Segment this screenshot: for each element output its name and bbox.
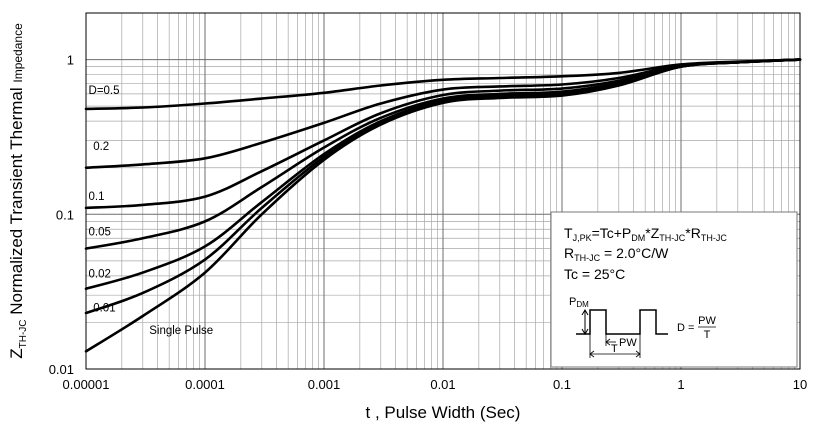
series-labels: D=0.5 0.2 0.1 0.05 0.02 0.01 Single Pulse xyxy=(89,85,214,337)
duty-formula-numerator: PW xyxy=(698,315,716,327)
series-label-0-1: 0.1 xyxy=(89,191,105,203)
series-label-0-02: 0.02 xyxy=(89,269,111,281)
y-tick-label: 0.1 xyxy=(56,207,74,222)
x-tick-label: 1 xyxy=(677,377,684,392)
annotation-line-1: TJ,PK=Tc+PDM*ZTH-JC*RTH-JC xyxy=(564,225,727,243)
y-tick-label: 1 xyxy=(67,53,74,68)
y-tick-labels: 0.01 0.1 1 xyxy=(49,53,74,377)
series-layer xyxy=(84,58,802,353)
x-axis-label: t , Pulse Width (Sec) xyxy=(366,403,521,422)
x-tick-label: 0.0001 xyxy=(185,377,225,392)
series-line-single-pulse xyxy=(84,58,802,353)
annotation-box: TJ,PK=Tc+PDM*ZTH-JC*RTH-JC RTH-JC = 2.0°… xyxy=(550,211,798,368)
y-axis-label: ZTH-JC Normalized Transient Thermal Impe… xyxy=(7,23,29,359)
pulse-pw-label: PW xyxy=(619,337,637,349)
duty-formula-lhs: D = xyxy=(677,322,694,334)
pulse-waveform xyxy=(576,309,668,335)
x-tick-label: 0.01 xyxy=(430,377,455,392)
y-axis-label-symbol: Z xyxy=(7,348,26,358)
series-label-0-05: 0.05 xyxy=(89,226,111,238)
annotation-line-3: Tc = 25°C xyxy=(564,266,625,282)
y-axis-label-subscript: TH-JC xyxy=(18,319,29,348)
annotation-line-2: RTH-JC = 2.0°C/W xyxy=(564,245,669,263)
x-tick-label: 0.00001 xyxy=(63,377,110,392)
pw-arrow-head xyxy=(605,338,611,346)
y-axis-label-small: Impedance xyxy=(11,23,25,83)
pulse-period-label: T xyxy=(611,343,618,355)
series-label-d-0-5: D=0.5 xyxy=(89,85,120,97)
duty-formula-denominator: T xyxy=(704,329,711,341)
x-tick-label: 0.001 xyxy=(308,377,341,392)
t-arrow-heads xyxy=(589,350,641,358)
plot-frame xyxy=(85,12,801,370)
series-label-single-pulse: Single Pulse xyxy=(149,325,213,337)
x-tick-label: 0.1 xyxy=(553,377,571,392)
y-tick-label: 0.01 xyxy=(49,362,74,377)
x-tick-labels: 0.00001 0.0001 0.001 0.01 0.1 1 10 xyxy=(63,377,808,392)
duty-formula: D = PW T xyxy=(677,315,716,341)
y-axis-label-main: Normalized Transient Thermal xyxy=(7,83,26,320)
pulse-pdm-label: PDM xyxy=(569,296,589,309)
x-tick-label: 10 xyxy=(793,377,807,392)
pulse-diagram: PDM PW T xyxy=(569,296,668,358)
pdm-arrow-heads xyxy=(581,309,589,335)
series-label-0-2: 0.2 xyxy=(93,141,109,153)
annotation-box-frame xyxy=(550,211,798,368)
series-label-0-01: 0.01 xyxy=(93,303,115,315)
